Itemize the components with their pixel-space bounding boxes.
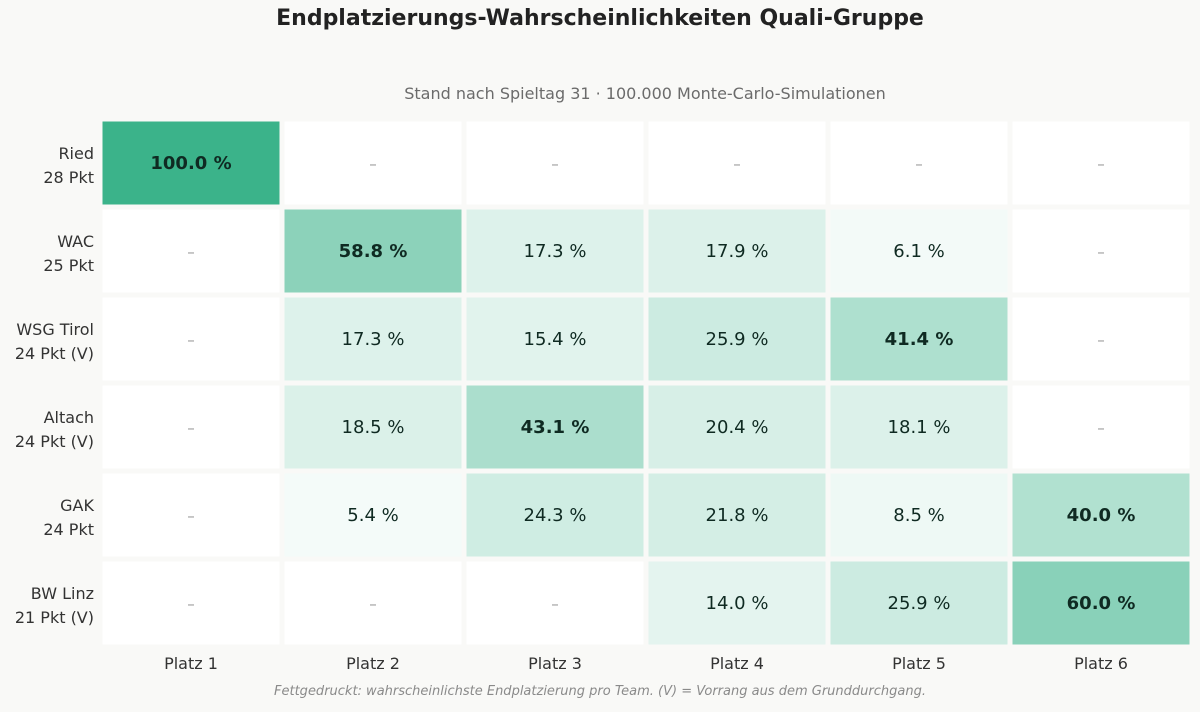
heatmap-cell <box>648 561 826 645</box>
heatmap-empty-label: – <box>187 419 195 437</box>
heatmap-cell <box>102 561 280 645</box>
heatmap-value-label: 25.9 % <box>888 593 951 614</box>
heatmap-cell <box>830 473 1008 557</box>
heatmap-cell <box>648 121 826 205</box>
heatmap-cell <box>466 209 644 293</box>
heatmap-value-label: 18.1 % <box>888 417 951 438</box>
heatmap-empty-label: – <box>369 155 377 173</box>
heatmap-cell <box>1012 473 1190 557</box>
heatmap-cell <box>648 209 826 293</box>
row-label-team: GAK <box>60 496 94 515</box>
heatmap-empty-label: – <box>915 155 923 173</box>
row-label-points: 24 Pkt (V) <box>15 432 94 451</box>
column-label: Platz 4 <box>710 654 764 673</box>
column-label: Platz 6 <box>1074 654 1128 673</box>
heatmap-value-label: 20.4 % <box>706 417 769 438</box>
heatmap-cell <box>1012 209 1190 293</box>
chart-title: Endplatzierungs-Wahrscheinlichkeiten Qua… <box>276 6 924 31</box>
heatmap-value-label: 24.3 % <box>524 505 587 526</box>
row-label-points: 28 Pkt <box>43 168 94 187</box>
heatmap-value-label: 41.4 % <box>885 329 954 350</box>
heatmap-cell <box>102 385 280 469</box>
row-label-team: Ried <box>58 144 94 163</box>
row-label-points: 24 Pkt <box>43 520 94 539</box>
row-label-team: WSG Tirol <box>16 320 94 339</box>
heatmap-empty-label: – <box>1097 331 1105 349</box>
heatmap-cell <box>102 121 280 205</box>
heatmap-empty-label: – <box>1097 419 1105 437</box>
heatmap-cell <box>830 561 1008 645</box>
chart-subtitle: Stand nach Spieltag 31 · 100.000 Monte-C… <box>404 84 886 103</box>
heatmap-value-label: 15.4 % <box>524 329 587 350</box>
heatmap-cell <box>102 473 280 557</box>
row-label-points: 21 Pkt (V) <box>15 608 94 627</box>
column-label: Platz 3 <box>528 654 582 673</box>
heatmap-value-label: 25.9 % <box>706 329 769 350</box>
heatmap-empty-label: – <box>1097 155 1105 173</box>
heatmap-cell <box>284 385 462 469</box>
heatmap-empty-label: – <box>187 595 195 613</box>
heatmap-cell <box>830 209 1008 293</box>
heatmap-cell <box>284 473 462 557</box>
heatmap-cell <box>648 385 826 469</box>
heatmap-value-label: 14.0 % <box>706 593 769 614</box>
heatmap-cell <box>466 473 644 557</box>
heatmap-cell <box>466 385 644 469</box>
row-label-team: WAC <box>57 232 94 251</box>
row-label-team: Altach <box>44 408 94 427</box>
heatmap-empty-label: – <box>187 243 195 261</box>
heatmap-value-label: 43.1 % <box>521 417 590 438</box>
heatmap-cell <box>648 297 826 381</box>
heatmap-empty-label: – <box>1097 243 1105 261</box>
heatmap-value-label: 100.0 % <box>150 153 231 174</box>
heatmap-value-label: 58.8 % <box>339 241 408 262</box>
heatmap-empty-label: – <box>551 155 559 173</box>
heatmap-cell <box>284 297 462 381</box>
heatmap-empty-label: – <box>551 595 559 613</box>
heatmap-cell <box>648 473 826 557</box>
column-label: Platz 2 <box>346 654 400 673</box>
heatmap-empty-label: – <box>187 331 195 349</box>
heatmap-cell <box>284 121 462 205</box>
heatmap-cell <box>466 121 644 205</box>
heatmap-cell <box>284 561 462 645</box>
heatmap-cell <box>466 561 644 645</box>
heatmap-cell <box>1012 297 1190 381</box>
row-label-points: 24 Pkt (V) <box>15 344 94 363</box>
heatmap-value-label: 60.0 % <box>1067 593 1136 614</box>
heatmap-value-label: 40.0 % <box>1067 505 1136 526</box>
heatmap-empty-label: – <box>369 595 377 613</box>
heatmap-cell <box>284 209 462 293</box>
heatmap-value-label: 17.9 % <box>706 241 769 262</box>
heatmap-value-label: 17.3 % <box>524 241 587 262</box>
row-label-team: BW Linz <box>31 584 94 603</box>
heatmap-cell <box>466 297 644 381</box>
heatmap-value-label: 6.1 % <box>893 241 944 262</box>
chart-footnote: Fettgedruckt: wahrscheinlichste Endplatz… <box>274 684 926 699</box>
heatmap-value-label: 8.5 % <box>893 505 944 526</box>
heatmap-cell <box>102 209 280 293</box>
heatmap-cell <box>830 297 1008 381</box>
heatmap-cell <box>830 121 1008 205</box>
row-label-points: 25 Pkt <box>43 256 94 275</box>
heatmap-cell <box>102 297 280 381</box>
heatmap-value-label: 5.4 % <box>347 505 398 526</box>
heatmap-value-label: 21.8 % <box>706 505 769 526</box>
heatmap-cell <box>1012 385 1190 469</box>
heatmap-value-label: 17.3 % <box>342 329 405 350</box>
heatmap-cell <box>830 385 1008 469</box>
column-label: Platz 1 <box>164 654 218 673</box>
heatmap-value-label: 18.5 % <box>342 417 405 438</box>
heatmap-cell <box>1012 121 1190 205</box>
heatmap-cell <box>1012 561 1190 645</box>
heatmap-empty-label: – <box>733 155 741 173</box>
column-label: Platz 5 <box>892 654 946 673</box>
heatmap-empty-label: – <box>187 507 195 525</box>
